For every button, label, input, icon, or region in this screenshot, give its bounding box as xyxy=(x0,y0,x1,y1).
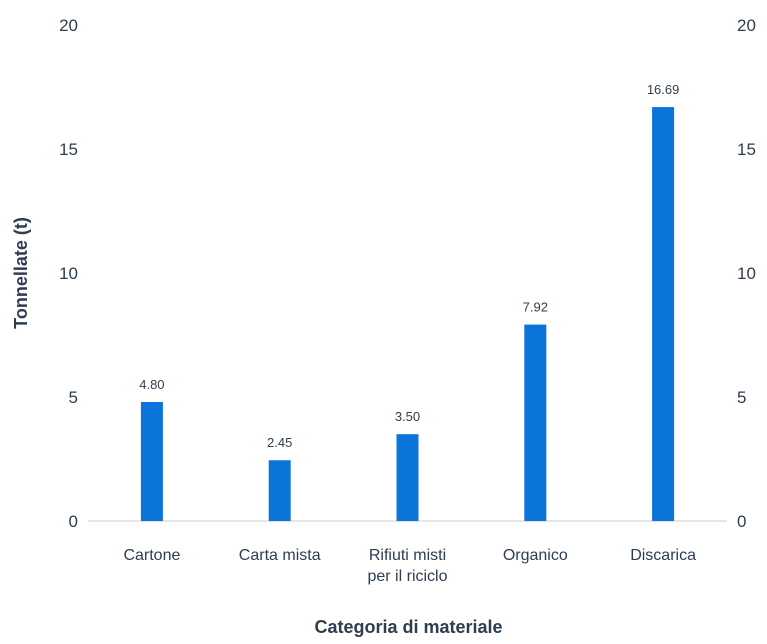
data-label: 16.69 xyxy=(647,82,680,97)
bar xyxy=(268,460,291,521)
data-label: 4.80 xyxy=(139,377,164,392)
y-tick-label-left: 5 xyxy=(69,388,78,407)
x-tick-label: Organico xyxy=(503,547,568,564)
y-axis-left: 0 5 10 15 20 xyxy=(59,16,78,531)
bar xyxy=(524,324,547,521)
bar xyxy=(140,401,163,521)
x-tick-label: Cartone xyxy=(123,547,180,564)
y-tick-label-right: 10 xyxy=(737,264,756,283)
y-tick-label-right: 5 xyxy=(737,388,746,407)
x-tick-label: Rifiuti misti per il riciclo xyxy=(367,547,447,585)
value-labels: 4.80 2.45 3.50 7.92 16.69 xyxy=(139,82,679,450)
bars xyxy=(140,107,675,521)
y-tick-label-right: 20 xyxy=(737,16,756,35)
y-tick-label-left: 10 xyxy=(59,264,78,283)
x-tick-label: Carta mista xyxy=(239,547,321,564)
y-axis-title: Tonnellate (t) xyxy=(11,217,31,329)
y-tick-label-left: 20 xyxy=(59,16,78,35)
data-label: 3.50 xyxy=(395,409,420,424)
data-label: 7.92 xyxy=(523,300,548,315)
y-tick-label-right: 0 xyxy=(737,512,746,531)
x-tick-label: Discarica xyxy=(630,547,696,564)
y-tick-label-left: 15 xyxy=(59,140,78,159)
y-tick-label-right: 15 xyxy=(737,140,756,159)
x-axis-title: Categoria di materiale xyxy=(314,617,502,637)
x-axis-categories: Cartone Carta mista Rifiuti misti per il ri… xyxy=(123,547,696,585)
bar xyxy=(396,434,419,521)
y-axis-right: 0 5 10 15 20 xyxy=(737,16,756,531)
data-label: 2.45 xyxy=(267,435,292,450)
bar xyxy=(652,107,675,521)
y-tick-label-left: 0 xyxy=(69,512,78,531)
